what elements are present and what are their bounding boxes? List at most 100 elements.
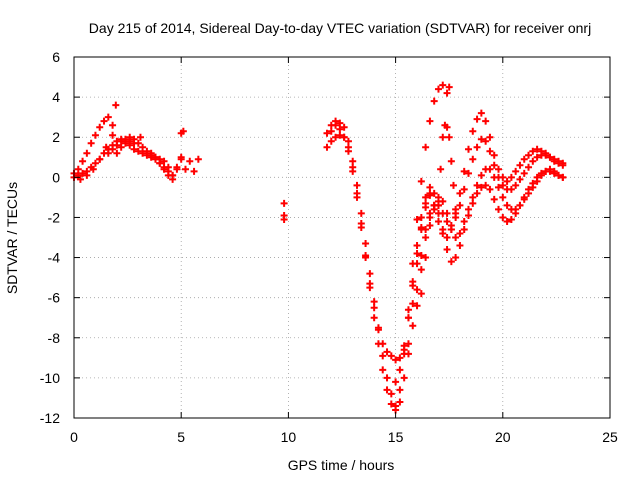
y-axis-label: SDTVAR / TECUs — [4, 182, 20, 294]
data-point — [473, 143, 481, 151]
data-point — [366, 280, 374, 288]
data-point — [126, 141, 134, 149]
data-point — [464, 205, 472, 213]
data-point — [387, 390, 395, 398]
data-point — [464, 145, 472, 153]
data-point — [555, 159, 563, 167]
data-point — [477, 109, 485, 117]
data-point — [516, 161, 524, 169]
data-point — [181, 165, 189, 173]
data-point — [529, 147, 537, 155]
data-point — [417, 290, 425, 298]
data-point — [533, 145, 541, 153]
x-tick-label: 10 — [281, 429, 297, 445]
data-point — [409, 278, 417, 286]
data-point — [383, 348, 391, 356]
data-point — [130, 145, 138, 153]
data-point — [482, 137, 490, 145]
data-point — [520, 193, 528, 201]
data-point — [156, 159, 164, 167]
data-point — [89, 165, 97, 173]
data-point — [473, 181, 481, 189]
data-point — [456, 201, 464, 209]
data-point — [404, 340, 412, 348]
data-point — [280, 199, 288, 207]
data-point — [173, 163, 181, 171]
x-tick-label: 5 — [177, 429, 185, 445]
data-point — [439, 225, 447, 233]
data-point — [456, 229, 464, 237]
data-point — [349, 157, 357, 165]
data-point — [550, 157, 558, 165]
data-point — [323, 129, 331, 137]
data-point — [477, 135, 485, 143]
data-point — [344, 147, 352, 155]
data-point — [449, 181, 457, 189]
data-point — [426, 117, 434, 125]
data-point — [417, 266, 425, 274]
data-point — [160, 163, 168, 171]
data-point — [130, 135, 138, 143]
data-point — [366, 270, 374, 278]
data-point — [430, 205, 438, 213]
series-arc-e — [113, 133, 177, 183]
data-point — [396, 366, 404, 374]
y-tick-label: 2 — [52, 129, 60, 145]
data-point — [542, 151, 550, 159]
data-point — [136, 133, 144, 141]
data-point — [109, 131, 117, 139]
data-point — [400, 346, 408, 354]
x-tick-label: 0 — [70, 429, 78, 445]
data-point — [383, 374, 391, 382]
x-tick-label: 15 — [388, 429, 404, 445]
data-point — [422, 254, 430, 262]
data-point — [473, 189, 481, 197]
data-point — [417, 213, 425, 221]
data-point — [396, 398, 404, 406]
y-tick-label: -12 — [40, 410, 60, 426]
data-point — [477, 171, 485, 179]
data-point — [490, 161, 498, 169]
y-tick-label: 4 — [52, 89, 60, 105]
data-point — [379, 352, 387, 360]
data-point — [413, 286, 421, 294]
data-point — [443, 217, 451, 225]
data-point — [147, 151, 155, 159]
data-point — [327, 137, 335, 145]
data-point — [134, 139, 142, 147]
data-point — [194, 155, 202, 163]
data-point — [121, 137, 129, 145]
data-point — [113, 149, 121, 157]
data-point — [439, 133, 447, 141]
data-point — [426, 221, 434, 229]
data-point — [409, 322, 417, 330]
data-point — [469, 127, 477, 135]
data-point — [460, 225, 468, 233]
data-point — [422, 143, 430, 151]
y-tick-label: -10 — [40, 370, 60, 386]
data-point — [117, 143, 125, 151]
data-point — [529, 157, 537, 165]
data-point — [507, 185, 515, 193]
data-point — [469, 193, 477, 201]
data-point — [340, 133, 348, 141]
data-point — [507, 215, 515, 223]
data-point — [525, 163, 533, 171]
data-point — [422, 203, 430, 211]
data-point — [104, 149, 112, 157]
series-arc-m — [413, 167, 567, 310]
data-point — [409, 300, 417, 308]
y-tick-label: -4 — [48, 250, 61, 266]
data-point — [396, 354, 404, 362]
data-point — [100, 117, 108, 125]
data-point — [490, 173, 498, 181]
data-point — [447, 258, 455, 266]
data-point — [469, 155, 477, 163]
data-point — [426, 183, 434, 191]
data-point — [482, 181, 490, 189]
data-point — [79, 169, 87, 177]
data-point — [387, 352, 395, 360]
data-point — [499, 213, 507, 221]
data-point — [413, 242, 421, 250]
data-point — [113, 141, 121, 149]
